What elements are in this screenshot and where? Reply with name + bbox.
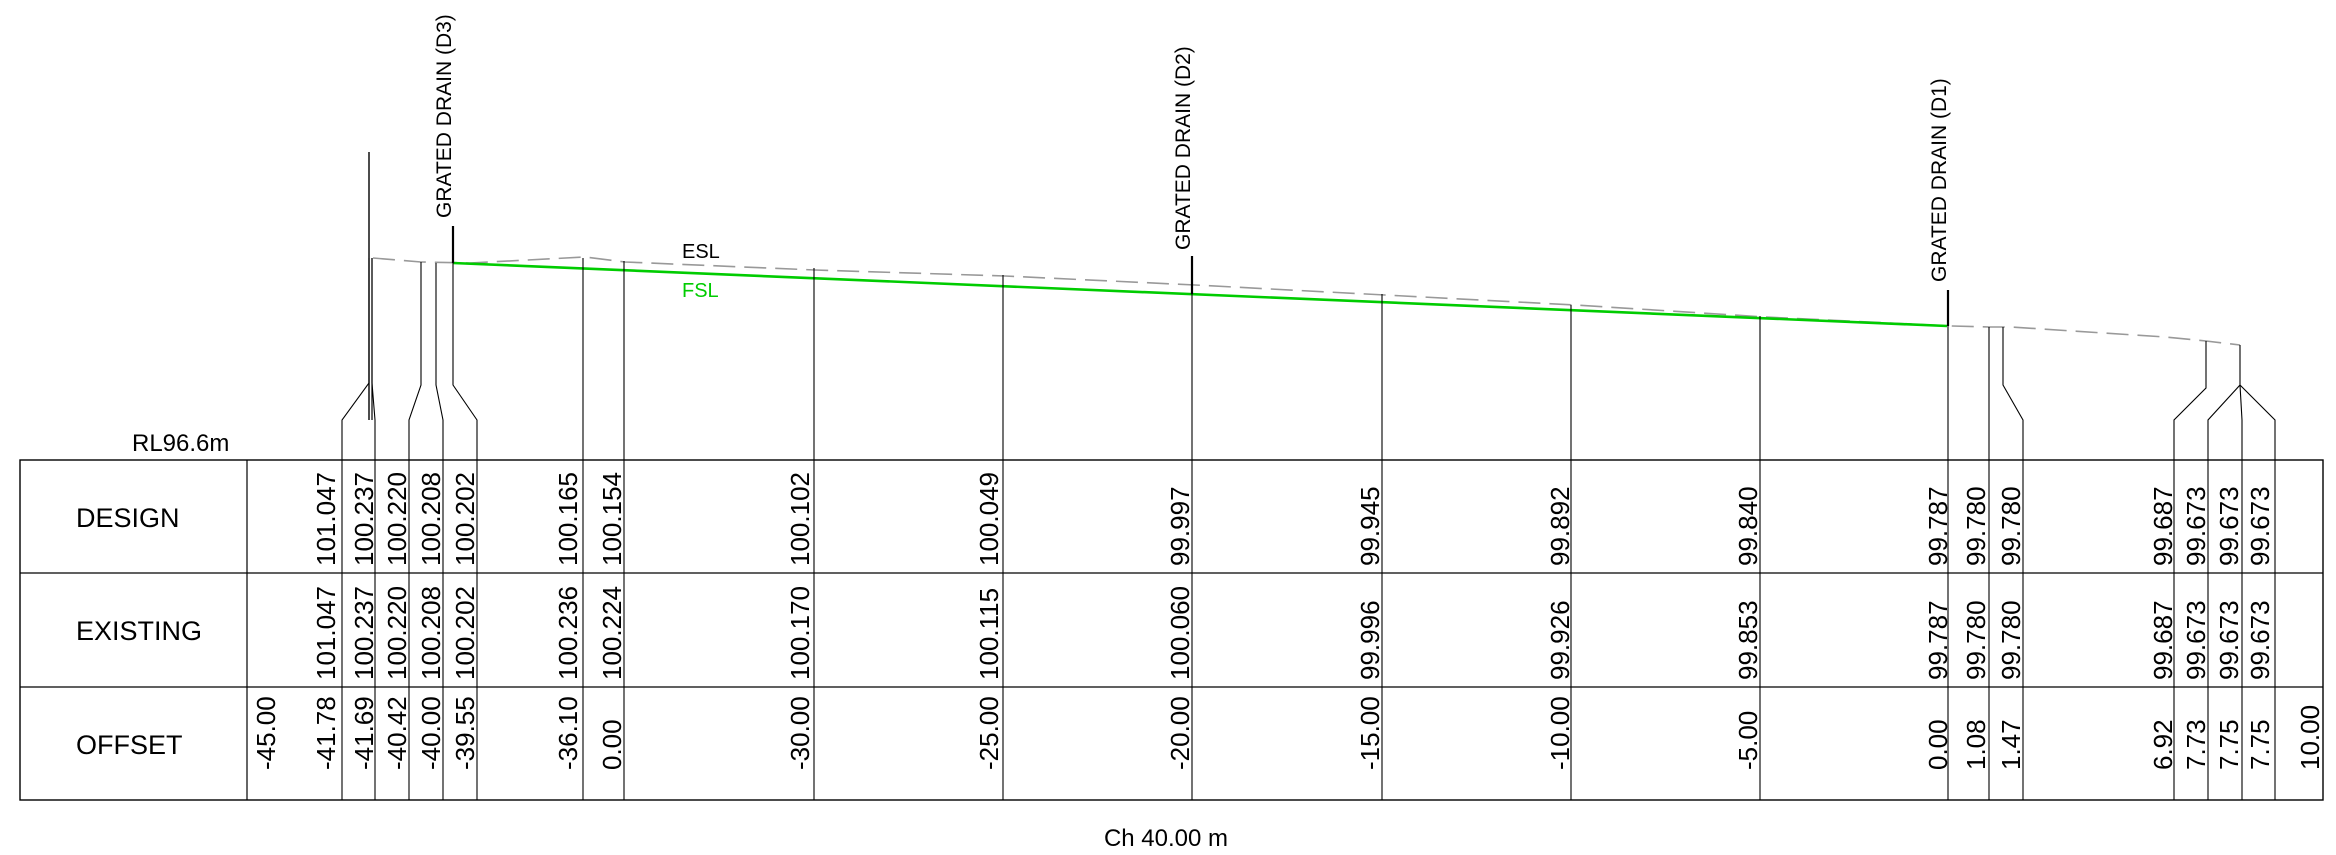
drain-sump-line	[435, 263, 444, 460]
table-cell-existing: 100.236	[553, 586, 583, 680]
table-cell-existing: 100.224	[597, 586, 627, 680]
table-cell-existing: 100.170	[785, 586, 815, 680]
table-cell-design: 99.787	[1923, 486, 1953, 566]
table-cell-offset: -20.00	[1165, 696, 1195, 770]
drain-sump-line	[2173, 341, 2207, 460]
table-cell-offset: -5.00	[1733, 711, 1763, 770]
table-cell-design: 99.945	[1355, 486, 1385, 566]
drain-sump-line	[408, 262, 422, 460]
table-cell-offset: -10.00	[1545, 696, 1575, 770]
drain-markers: GRATED DRAIN (D3) GRATED DRAIN (D2) GRATED…	[433, 14, 1951, 326]
drain-sump-line	[2002, 327, 2024, 460]
fsl-label: FSL	[682, 280, 719, 302]
table-cell-existing: 99.687	[2148, 600, 2178, 680]
drain-sump-line	[2239, 384, 2243, 460]
table-cell-existing: 100.202	[450, 586, 480, 680]
row-label-offset: OFFSET	[76, 730, 183, 760]
row-label-existing: EXISTING	[76, 616, 202, 646]
table-cell-offset: 0.00	[1923, 719, 1953, 770]
table-column-dividers	[341, 460, 2276, 800]
drain-sump-line	[452, 263, 478, 460]
table-cell-design: 99.997	[1165, 486, 1195, 566]
table-cell-existing: 99.926	[1545, 600, 1575, 680]
table-cell-design: 99.673	[2181, 486, 2211, 566]
table-cell-existing: 100.237	[349, 586, 379, 680]
table-cell-design: 100.165	[553, 472, 583, 566]
table-cell-offset: -25.00	[974, 696, 1004, 770]
table-cell-design: 101.047	[311, 472, 341, 566]
table-cell-offset: 6.92	[2148, 719, 2178, 770]
table-cell-offset: 7.75	[2245, 719, 2275, 770]
datum-label: RL96.6m	[132, 430, 229, 457]
table-cell-offset: -15.00	[1355, 696, 1385, 770]
table-cell-design: 100.202	[450, 472, 480, 566]
esl-label: ESL	[682, 241, 720, 263]
table-cell-design: 99.673	[2245, 486, 2275, 566]
table-cell-existing: 100.060	[1165, 586, 1195, 680]
table-cell-design: 100.220	[382, 472, 412, 566]
table-cell-offset: -41.78	[311, 696, 341, 770]
table-cell-existing: 99.996	[1355, 600, 1385, 680]
section-profile: GRATED DRAIN (D3) GRATED DRAIN (D2) GRATED…	[341, 14, 2276, 460]
table-cell-existing: 99.673	[2214, 600, 2244, 680]
table-cell-design: 100.237	[349, 472, 379, 566]
table-cell-offset: -45.00	[251, 696, 281, 770]
table-cell-existing: 99.787	[1923, 600, 1953, 680]
table-cell-existing: 100.115	[974, 588, 1004, 680]
table-cell-offset: -40.42	[382, 696, 412, 770]
chainage-label: Ch 40.00 m	[1104, 825, 1228, 852]
table-cell-offset: 1.08	[1961, 719, 1991, 770]
table-cell-design: 99.892	[1545, 486, 1575, 566]
table-cell-design: 100.154	[597, 472, 627, 566]
table-cell-existing: 99.780	[1996, 600, 2026, 680]
table-cell-existing: 99.673	[2181, 600, 2211, 680]
table-cell-offset: 0.00	[597, 719, 627, 770]
table-cell-offset: -40.00	[416, 696, 446, 770]
offset-leader-lines	[341, 258, 2276, 460]
table-cell-offset: 7.75	[2214, 719, 2244, 770]
table-cell-offset: 10.00	[2295, 705, 2325, 770]
table-cell-existing: 99.673	[2245, 600, 2275, 680]
table-cell-existing: 99.780	[1961, 600, 1991, 680]
table-cell-design: 100.208	[416, 472, 446, 566]
table-cell-design: 100.049	[974, 472, 1004, 566]
row-label-design: DESIGN	[76, 503, 180, 533]
finished-surface-line	[452, 261, 1948, 328]
table-cell-design: 99.780	[1996, 486, 2026, 566]
drain-label: GRATED DRAIN (D3)	[433, 14, 456, 218]
table-cell-offset: -39.55	[450, 696, 480, 770]
table-cell-offset: 7.73	[2181, 719, 2211, 770]
drain-sump-line	[371, 258, 376, 460]
drain-label: GRATED DRAIN (D2)	[1172, 46, 1195, 250]
drain-sump-line	[2239, 384, 2276, 460]
table-cell-design: 99.780	[1961, 486, 1991, 566]
section-data-table: DESIGN EXISTING OFFSET -45.00 101.047 101.…	[19, 459, 2325, 801]
drain-sump-line	[2207, 345, 2241, 460]
table-cell-existing: 101.047	[311, 586, 341, 680]
table-cell-existing: 100.208	[416, 586, 446, 680]
table-cell-design: 99.840	[1733, 486, 1763, 566]
table-cell-design: 100.102	[785, 472, 815, 566]
table-cell-design: 99.673	[2214, 486, 2244, 566]
table-cell-offset: -30.00	[785, 696, 815, 770]
table-cell-existing: 99.853	[1733, 600, 1763, 680]
table-border	[19, 459, 2324, 801]
table-cell-offset: -36.10	[553, 696, 583, 770]
existing-surface-line	[372, 256, 2241, 346]
table-cells: -45.00 101.047 101.047 -41.78 100.237 100.237…	[251, 472, 2325, 770]
drain-sump-line	[341, 258, 370, 460]
table-cell-offset: -41.69	[349, 696, 379, 770]
table-cell-existing: 100.220	[382, 586, 412, 680]
table-cell-design: 99.687	[2148, 486, 2178, 566]
table-cell-offset: 1.47	[1996, 719, 2026, 770]
drain-label: GRATED DRAIN (D1)	[1928, 78, 1951, 282]
